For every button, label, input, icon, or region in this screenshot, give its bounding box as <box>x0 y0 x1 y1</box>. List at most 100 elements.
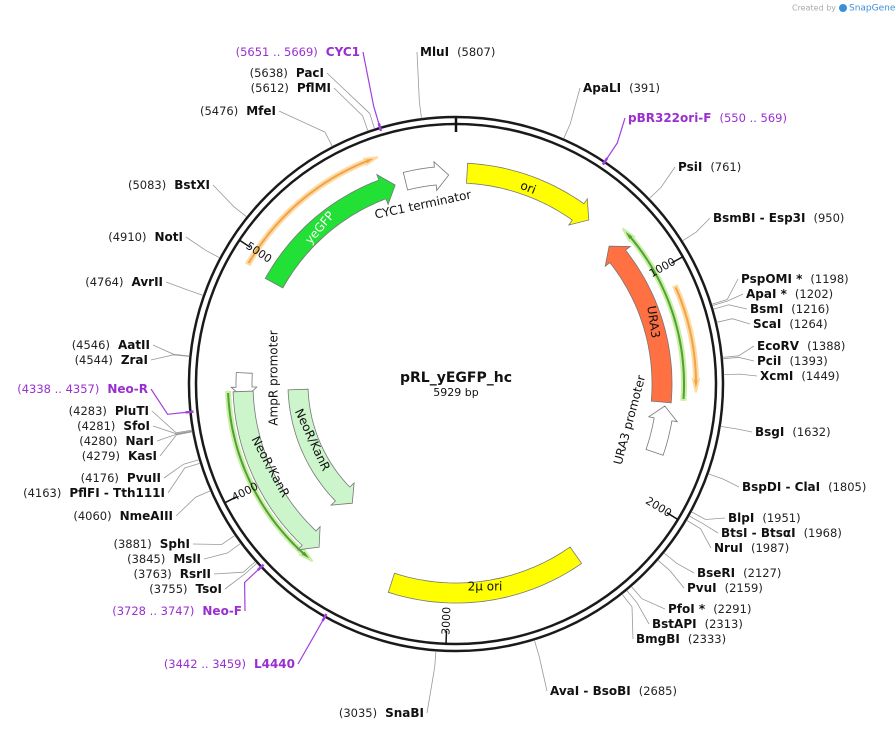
site-leader <box>689 515 719 534</box>
label-position: (4281) <box>77 419 115 433</box>
site-label: (4544) ZraI <box>75 353 148 367</box>
label-name: PvuI <box>687 581 717 595</box>
label-name: ZraI <box>121 353 148 367</box>
site-label: (3763) RsrII <box>134 567 211 581</box>
label-name: EcoRV <box>757 339 800 353</box>
label-position: (761) <box>710 160 741 174</box>
label-name: NotI <box>155 230 184 244</box>
site-leader <box>708 473 740 488</box>
label-name: PspOMI * <box>741 272 803 286</box>
primer-mark <box>256 563 265 572</box>
outer-ring <box>187 115 725 653</box>
feature-arrow <box>232 390 321 551</box>
label-name: ApaLI <box>583 81 621 95</box>
site-leader <box>152 425 193 435</box>
site-leader <box>563 87 581 139</box>
label-name: Neo-R <box>107 382 148 396</box>
site-leader <box>722 356 755 362</box>
site-label: NruI (1987) <box>714 541 789 555</box>
primer-label: (3728 .. 3747) Neo-F <box>112 604 242 618</box>
label-name: BstXI <box>174 178 210 192</box>
label-name: Neo-F <box>202 604 242 618</box>
label-name: AvrII <box>131 275 163 289</box>
label-position: (1198) <box>810 272 848 286</box>
site-leader <box>416 51 422 119</box>
site-label: BsmBI - Esp3I (950) <box>713 211 844 225</box>
label-position: (3442 .. 3459) <box>164 657 246 671</box>
site-label: BsmI (1216) <box>750 302 830 316</box>
site-label: (4910) NotI <box>108 230 183 244</box>
site-leader <box>686 520 712 549</box>
label-name: PfoI * <box>668 602 706 616</box>
site-label: BstAPI (2313) <box>652 617 743 631</box>
label-position: (3755) <box>149 582 187 596</box>
label-name: pBR322ori-F <box>628 111 711 125</box>
label-position: (1951) <box>762 511 800 525</box>
site-leader <box>159 431 193 457</box>
site-label: (3035) SnaBI <box>339 706 424 720</box>
site-label: (5612) PflMI <box>251 81 331 95</box>
site-leader <box>150 354 190 361</box>
site-label: PvuI (2159) <box>687 581 763 595</box>
label-name: PflMI <box>297 81 331 95</box>
site-leader <box>212 184 247 218</box>
label-name: ScaI <box>753 317 781 331</box>
site-label: ScaI (1264) <box>753 317 828 331</box>
label-name: MluI <box>420 45 449 59</box>
label-position: (5638) <box>250 66 288 80</box>
site-label: BspDI - ClaI (1805) <box>742 480 866 494</box>
label-name: BseRI <box>697 566 735 580</box>
label-name: NarI <box>125 434 154 448</box>
primer-mark <box>601 157 609 166</box>
orf-band <box>672 284 701 393</box>
site-label: (3845) MslI <box>127 552 201 566</box>
label-position: (4546) <box>72 338 110 352</box>
site-leader <box>333 87 369 132</box>
tick-mark <box>224 496 237 504</box>
feature-label: AmpR promoter <box>267 330 281 425</box>
credit-logo <box>839 4 847 12</box>
site-label: (4176) PvuII <box>81 471 161 485</box>
label-position: (4338 .. 4357) <box>17 382 99 396</box>
site-leader <box>631 586 666 610</box>
label-name: BstAPI <box>652 617 697 631</box>
site-leader <box>426 651 437 714</box>
label-position: (3845) <box>127 552 165 566</box>
site-label: (4279) KasI <box>82 449 157 463</box>
site-label: (4163) PflFI - Tth111I <box>23 486 165 500</box>
label-position: (4280) <box>79 434 117 448</box>
label-position: (5476) <box>200 104 238 118</box>
label-position: (1393) <box>790 354 828 368</box>
site-label: ApaI * (1202) <box>746 287 833 301</box>
label-position: (550 .. 569) <box>719 111 787 125</box>
label-name: RsrII <box>180 567 211 581</box>
label-position: (5083) <box>128 178 166 192</box>
site-label: PsiI (761) <box>678 160 741 174</box>
label-position: (2291) <box>713 602 751 616</box>
label-name: PsiI <box>678 160 702 174</box>
site-leader <box>151 410 193 434</box>
label-position: (1388) <box>807 339 845 353</box>
site-leader <box>621 594 634 640</box>
feature-arrow <box>645 405 679 456</box>
feature-arrow <box>287 388 355 506</box>
primer-label: pBR322ori-F (550 .. 569) <box>628 111 787 125</box>
site-label: PfoI * (2291) <box>668 602 751 616</box>
label-position: (5807) <box>457 45 495 59</box>
site-leader <box>163 459 200 479</box>
tick-mark <box>671 256 684 264</box>
site-leader <box>224 563 258 590</box>
site-label: (4546) AatII <box>72 338 150 352</box>
site-label: XcmI (1449) <box>760 369 840 383</box>
label-position: (4060) <box>73 509 111 523</box>
label-name: SnaBI <box>385 706 424 720</box>
label-name: PluTI <box>115 404 149 418</box>
label-name: KasI <box>128 449 157 463</box>
label-name: MfeI <box>246 104 276 118</box>
primer-label: (4338 .. 4357) Neo-R <box>17 382 148 396</box>
site-label: (5476) MfeI <box>200 104 276 118</box>
label-position: (1264) <box>789 317 827 331</box>
label-name: BlpI <box>728 511 754 525</box>
label-name: PacI <box>296 66 324 80</box>
